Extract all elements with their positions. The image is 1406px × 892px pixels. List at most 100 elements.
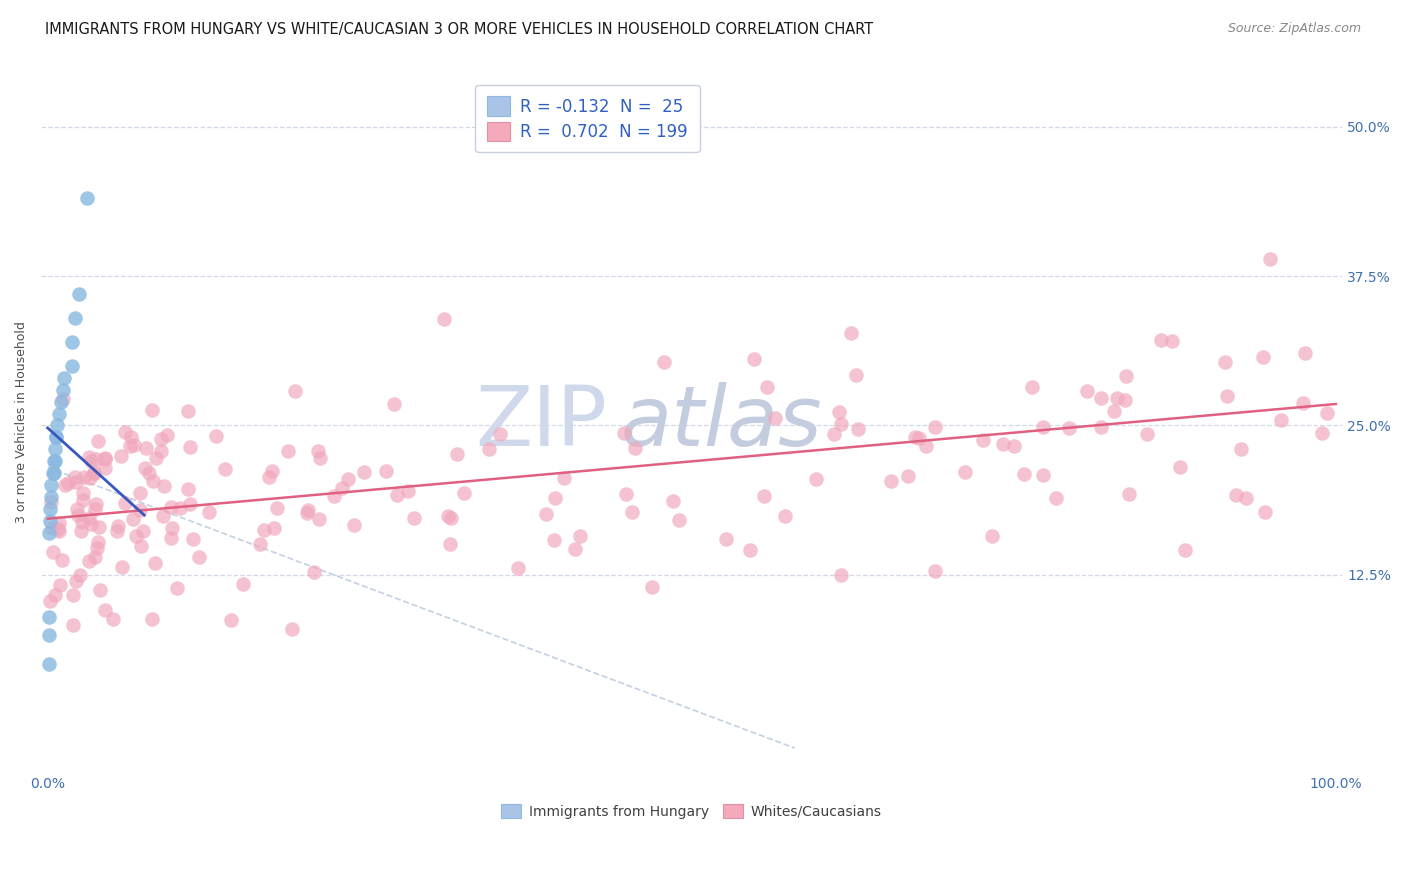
Point (86, 452, 108, 467)
Point (620, 505, 643, 519)
Point (94, 461, 117, 475)
Point (904, 430, 927, 444)
Point (65, 475, 87, 490)
Point (1253, 505, 1275, 519)
Point (839, 326, 862, 341)
Point (1032, 419, 1054, 434)
Point (48, 407, 70, 421)
Point (45, 430, 67, 444)
Point (1118, 487, 1140, 501)
Point (302, 565, 325, 579)
Point (70, 524, 93, 538)
Point (69, 568, 91, 582)
Point (122, 511, 145, 525)
Point (169, 501, 191, 516)
Point (72, 470, 94, 484)
Point (67, 287, 90, 301)
Point (103, 612, 125, 626)
Point (1270, 413, 1292, 427)
Point (70, 515, 93, 529)
Point (1115, 369, 1137, 384)
Point (846, 422, 869, 436)
Point (159, 531, 181, 545)
Point (385, 488, 408, 502)
Point (281, 622, 304, 636)
Point (110, 449, 132, 463)
Point (52, 383, 75, 397)
Point (83, 466, 105, 480)
Point (1150, 333, 1173, 347)
Point (39, 502, 62, 516)
Point (58, 475, 80, 490)
Legend: Immigrants from Hungary, Whites/Caucasians: Immigrants from Hungary, Whites/Caucasia… (496, 798, 887, 824)
Point (48, 524, 70, 538)
Point (65, 470, 87, 484)
Point (48, 522, 70, 536)
Point (197, 505, 219, 519)
Point (66, 502, 89, 516)
Point (742, 352, 765, 367)
Point (135, 441, 157, 455)
Point (845, 368, 868, 383)
Point (738, 543, 761, 558)
Point (86, 541, 108, 556)
Point (84, 502, 107, 516)
Point (543, 533, 565, 548)
Point (1090, 419, 1112, 434)
Point (824, 426, 846, 441)
Point (42, 467, 65, 481)
Point (66, 508, 89, 522)
Point (53, 370, 76, 384)
Point (42, 545, 65, 559)
Point (253, 523, 276, 537)
Point (86, 434, 108, 449)
Point (153, 478, 176, 492)
Point (668, 513, 690, 527)
Point (773, 509, 796, 524)
Point (94, 603, 117, 617)
Point (142, 474, 165, 488)
Point (44, 454, 66, 468)
Point (652, 354, 675, 368)
Point (308, 512, 330, 526)
Point (160, 520, 183, 534)
Point (763, 411, 786, 425)
Point (623, 441, 645, 455)
Point (114, 425, 136, 439)
Point (1213, 355, 1236, 369)
Point (38, 627, 60, 641)
Point (1258, 252, 1281, 266)
Point (295, 506, 318, 520)
Point (880, 474, 903, 488)
Y-axis label: 3 or more Vehicles in Household: 3 or more Vehicles in Household (15, 322, 28, 524)
Point (63, 310, 86, 325)
Point (436, 508, 458, 523)
Point (353, 465, 375, 479)
Point (44, 442, 66, 457)
Point (830, 568, 852, 582)
Point (62, 588, 84, 602)
Point (506, 561, 529, 575)
Point (446, 447, 468, 461)
Point (60, 334, 83, 349)
Point (440, 510, 463, 524)
Point (1234, 491, 1257, 505)
Point (396, 483, 419, 498)
Point (45, 430, 67, 444)
Point (214, 462, 236, 476)
Point (477, 442, 499, 457)
Point (53, 478, 76, 492)
Point (89, 582, 111, 597)
Point (375, 464, 398, 478)
Point (1076, 384, 1098, 399)
Point (277, 443, 299, 458)
Point (1225, 488, 1247, 502)
Point (827, 405, 849, 419)
Point (343, 518, 366, 533)
Point (51, 553, 73, 567)
Point (114, 496, 136, 510)
Point (1174, 542, 1197, 557)
Point (489, 426, 512, 441)
Point (77, 554, 100, 568)
Point (125, 529, 148, 543)
